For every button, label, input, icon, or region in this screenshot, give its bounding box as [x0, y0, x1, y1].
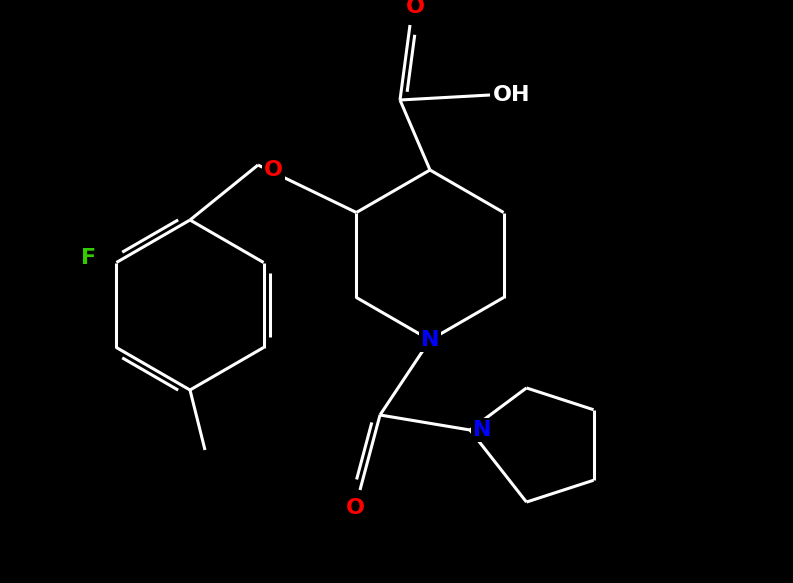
Text: O: O	[263, 160, 282, 180]
Text: N: N	[473, 420, 491, 440]
Text: OH: OH	[493, 85, 531, 105]
Text: N: N	[421, 330, 439, 350]
Text: F: F	[81, 248, 96, 268]
Text: O: O	[346, 498, 365, 518]
Text: O: O	[405, 0, 424, 17]
